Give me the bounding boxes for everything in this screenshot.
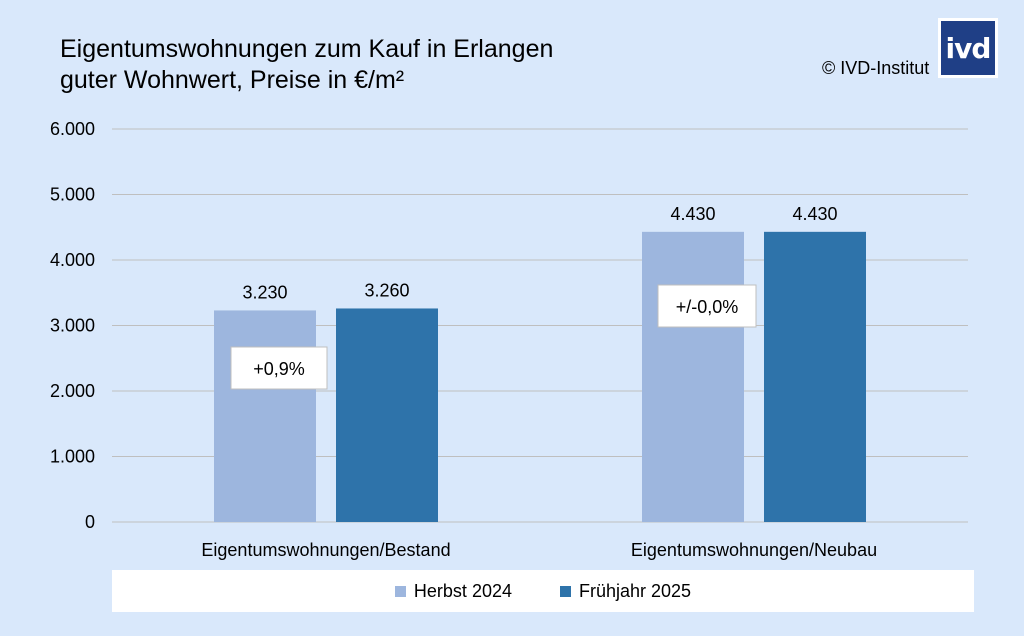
change-annotation-box-1 — [230, 346, 328, 390]
bar-1-1 — [214, 310, 316, 522]
legend-item-series-2: Frühjahr 2025 — [559, 580, 692, 602]
data-label-1-2: 4.430 — [670, 204, 715, 224]
data-label-1-1: 3.230 — [242, 282, 287, 302]
ivd-logo: ivd — [938, 18, 998, 78]
legend-swatch-series-1 — [394, 585, 406, 597]
x-category-label-2: Eigentumswohnungen/Neubau — [631, 540, 877, 560]
bar-2-1 — [336, 308, 438, 522]
y-tick-label-1: 1.000 — [50, 447, 95, 467]
chart-title: Eigentumswohnungen zum Kauf in Erlangen … — [60, 34, 553, 96]
bar-1-2 — [642, 231, 744, 522]
ivd-logo-text: ivd — [941, 21, 995, 75]
y-tick-label-6: 6.000 — [50, 119, 95, 139]
data-label-2-2: 4.430 — [792, 204, 837, 224]
change-annotation-1: +0,9% — [253, 359, 305, 379]
chart-title-line-1: Eigentumswohnungen zum Kauf in Erlangen — [60, 35, 554, 63]
legend-item-series-1: Herbst 2024 — [394, 580, 512, 602]
chart-legend: Herbst 2024 Frühjahr 2025 — [112, 570, 974, 612]
change-annotation-box-2 — [657, 284, 757, 328]
legend-swatch-series-2 — [559, 585, 571, 597]
y-tick-label-3: 3.000 — [50, 316, 95, 336]
data-label-2-1: 3.260 — [364, 280, 409, 300]
y-tick-label-4: 4.000 — [50, 250, 95, 270]
y-tick-label-5: 5.000 — [50, 185, 95, 205]
bar-2-2 — [764, 231, 866, 522]
legend-label-series-1: Herbst 2024 — [413, 580, 512, 601]
y-tick-label-2: 2.000 — [50, 381, 95, 401]
copyright-text: © IVD-Institut — [822, 58, 930, 78]
x-category-label-1: Eigentumswohnungen/Bestand — [201, 540, 450, 560]
chart-title-line-2: guter Wohnwert, Preise in €/m² — [60, 66, 405, 94]
y-tick-label-0: 0 — [85, 512, 95, 532]
legend-label-series-2: Frühjahr 2025 — [578, 580, 692, 601]
change-annotation-2: +/-0,0% — [676, 297, 739, 317]
